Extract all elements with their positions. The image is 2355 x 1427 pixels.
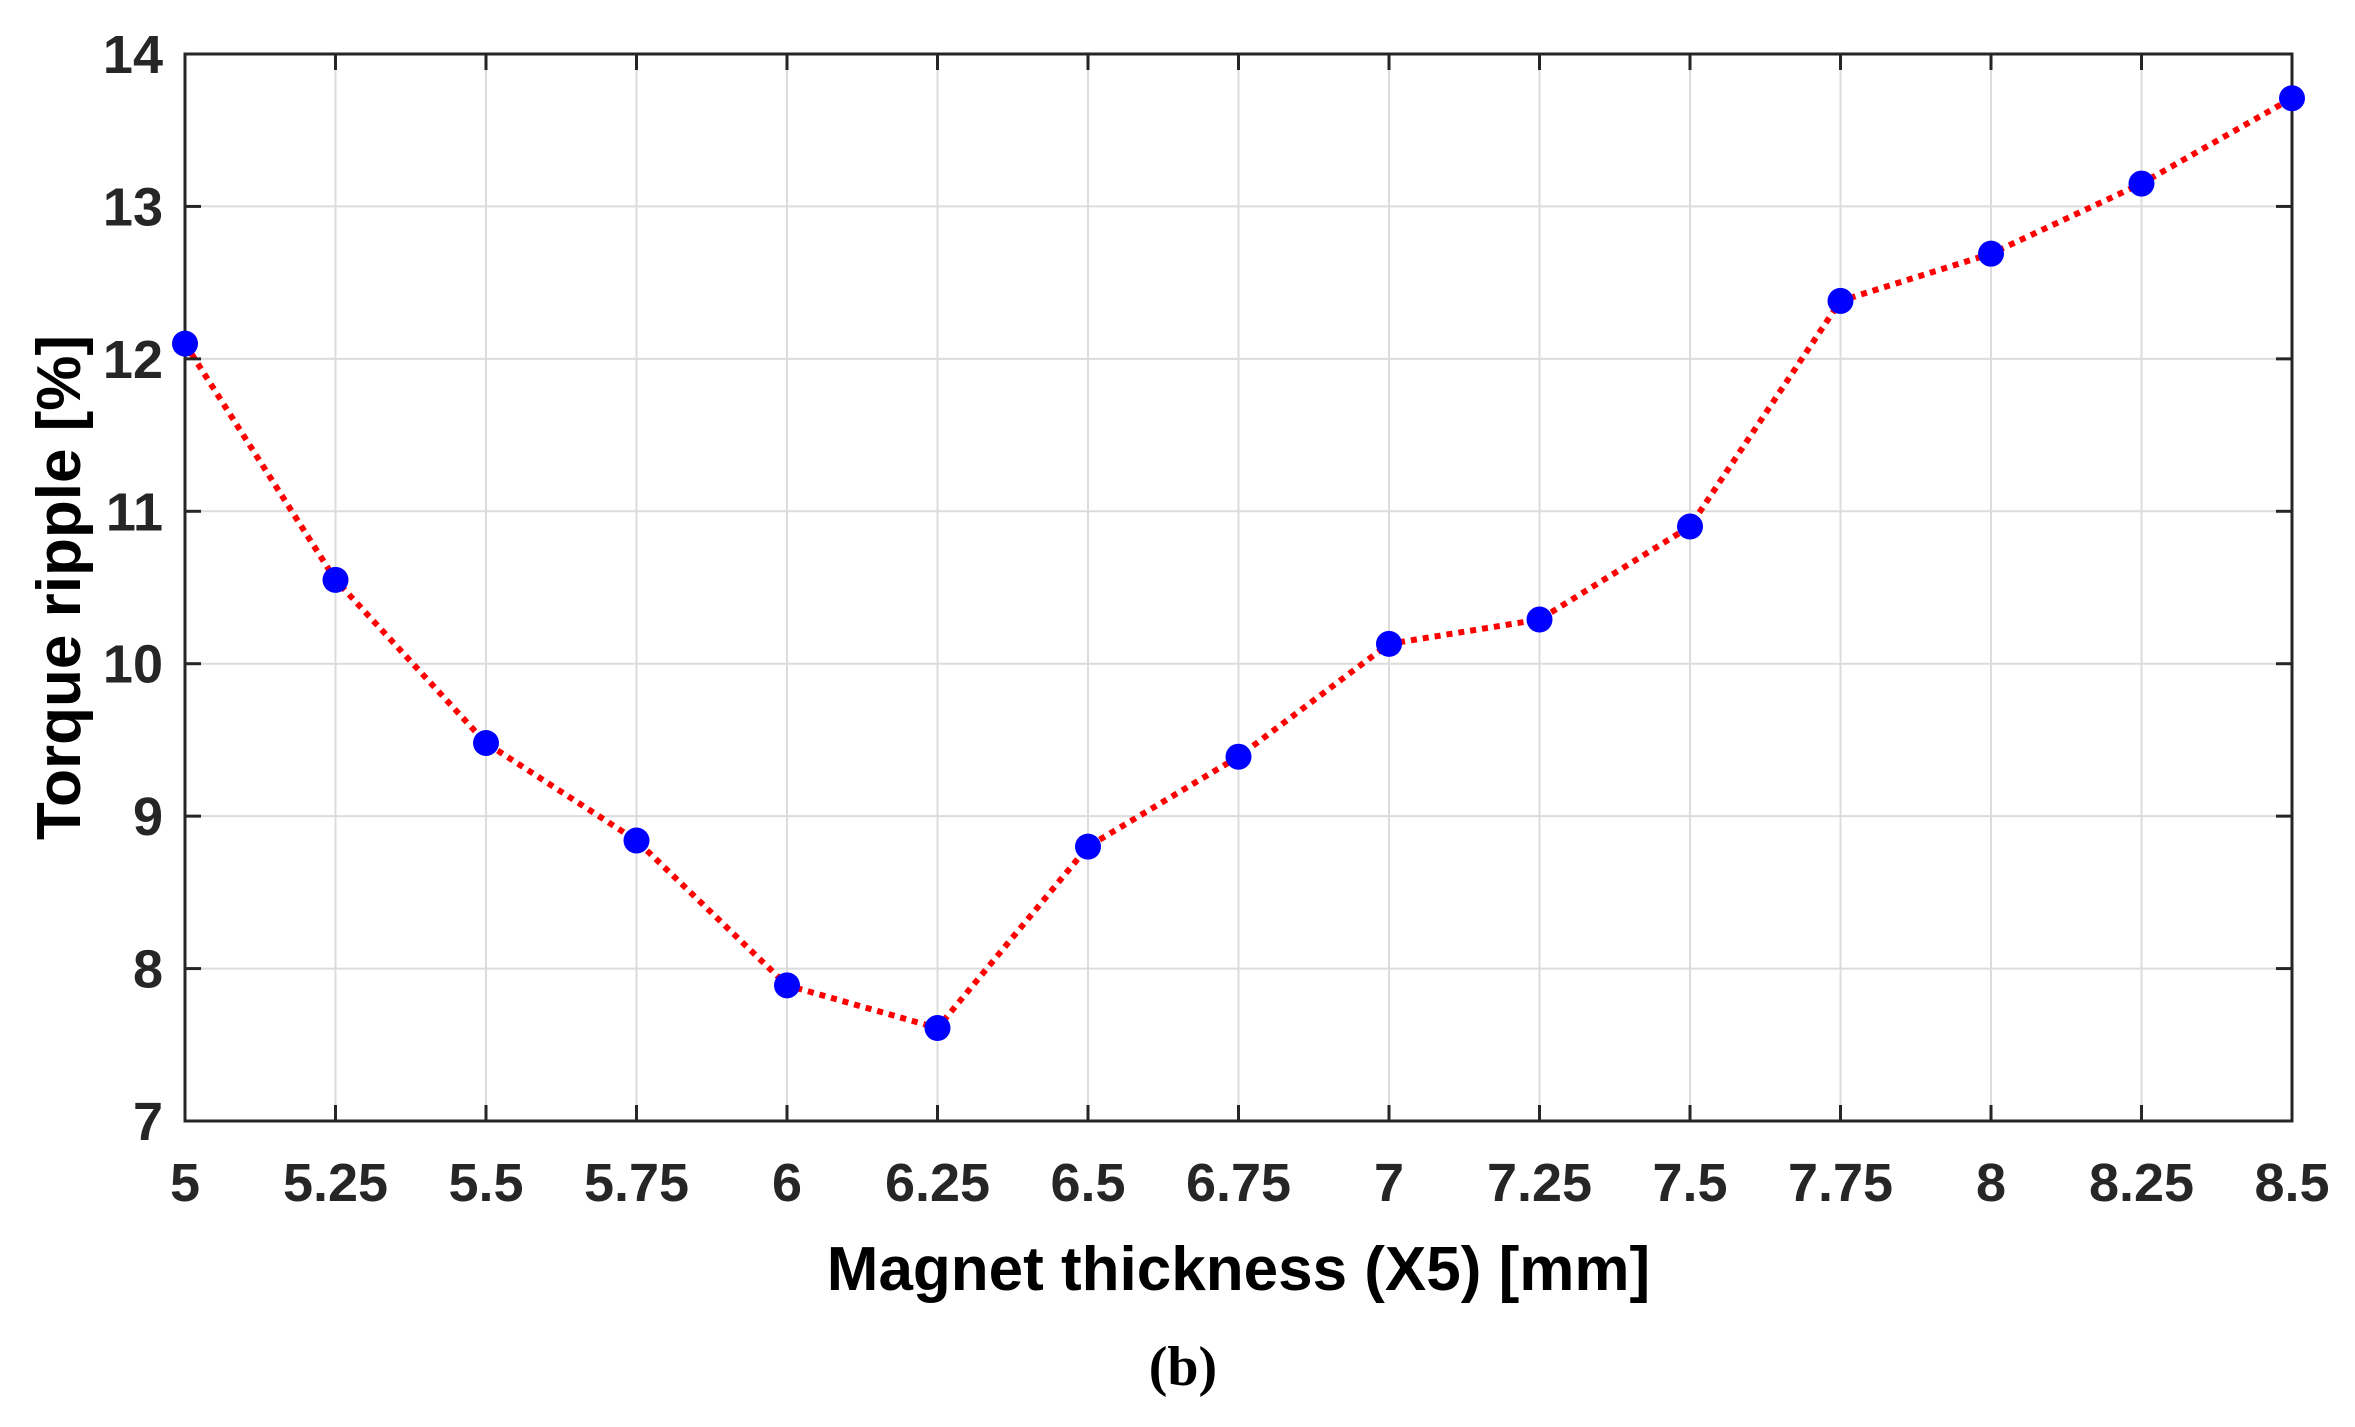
- x-tick-label: 6.75: [1186, 1153, 1291, 1213]
- x-tick-label: 5.75: [584, 1153, 689, 1213]
- grid-lines: [184, 53, 2293, 1122]
- x-tick-label: 7.25: [1487, 1153, 1592, 1213]
- y-tick-label: 13: [103, 177, 163, 237]
- y-tick-labels: 7 8 9 10 11 12 13 14: [103, 25, 163, 1152]
- data-point: [322, 566, 349, 593]
- x-tick-label: 8: [1976, 1153, 2006, 1213]
- figure-caption: (b): [1149, 1336, 1217, 1398]
- y-tick-label: 12: [103, 330, 163, 390]
- data-point: [774, 972, 800, 999]
- data-markers: [172, 85, 2305, 1042]
- data-point: [1978, 240, 2004, 267]
- data-point: [1827, 287, 1854, 314]
- x-tick-label: 6.25: [885, 1153, 990, 1213]
- y-tick-label: 7: [133, 1092, 163, 1152]
- data-point: [1075, 833, 1101, 860]
- y-tick-label: 10: [103, 635, 163, 695]
- y-tick-label: 11: [106, 482, 163, 542]
- x-tick-labels: 5 5.25 5.5 5.75 6 6.25 6.5 6.75 7 7.25 7.5 7.75 8 8.2…: [170, 1153, 2330, 1213]
- data-point: [172, 330, 198, 357]
- y-tick-label: 9: [133, 787, 163, 847]
- x-tick-label: 7.5: [1652, 1153, 1727, 1213]
- data-point: [1677, 513, 1703, 540]
- x-tick-label: 5.5: [448, 1153, 523, 1213]
- data-point: [924, 1015, 951, 1042]
- axis-ticks: [183, 52, 2294, 1123]
- x-tick-label: 5.25: [283, 1153, 388, 1213]
- data-point: [623, 827, 650, 854]
- data-point: [473, 729, 499, 756]
- x-tick-label: 7.75: [1788, 1153, 1893, 1213]
- x-tick-label: 6.5: [1050, 1153, 1125, 1213]
- x-tick-label: 7: [1374, 1153, 1404, 1213]
- y-axis-title: Torque ripple [%]: [25, 335, 94, 840]
- x-tick-label: 5: [170, 1153, 200, 1213]
- data-point: [2279, 85, 2305, 112]
- data-point: [2128, 170, 2155, 197]
- x-tick-label: 8.25: [2089, 1153, 2194, 1213]
- data-point: [1376, 630, 1402, 657]
- y-tick-label: 14: [103, 25, 163, 85]
- x-tick-label: 8.5: [2254, 1153, 2329, 1213]
- data-point: [1225, 743, 1252, 770]
- x-tick-label: 6: [772, 1153, 802, 1213]
- y-tick-label: 8: [133, 940, 163, 1000]
- x-axis-title: Magnet thickness (X5) [mm]: [827, 1235, 1650, 1304]
- data-point: [1526, 606, 1553, 633]
